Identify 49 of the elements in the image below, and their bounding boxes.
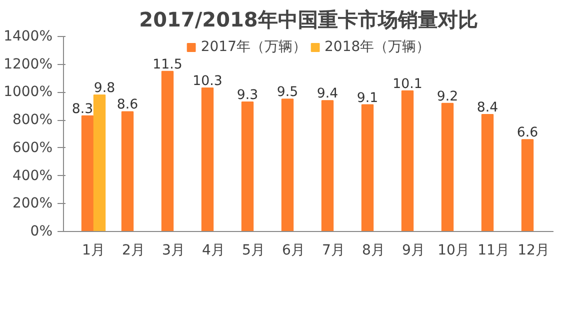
data-label: 6.6 <box>516 126 538 141</box>
bar <box>361 104 374 232</box>
legend-label: 2018年（万辆） <box>324 38 430 56</box>
bar <box>121 111 134 232</box>
data-label: 10.1 <box>392 76 422 92</box>
y-tick-label: 400% <box>12 168 53 184</box>
y-tick-label: 600% <box>12 140 53 156</box>
bar <box>441 102 454 232</box>
bar <box>401 90 414 232</box>
x-tick-label: 1月 <box>82 242 105 258</box>
data-label: 11.5 <box>152 57 182 72</box>
x-tick-label: 3月 <box>162 242 185 258</box>
data-label: 8.4 <box>476 100 498 116</box>
x-tick-label: 8月 <box>362 242 385 258</box>
bar <box>281 98 294 232</box>
x-tick-label: 5月 <box>242 242 265 258</box>
bar <box>161 70 174 232</box>
x-tick-label: 9月 <box>402 242 425 258</box>
x-tick-label: 4月 <box>202 242 225 258</box>
bar <box>241 101 254 232</box>
y-tick-label: 200% <box>12 196 53 212</box>
x-tick-label: 11月 <box>478 242 510 258</box>
data-label: 8.6 <box>116 98 138 113</box>
bar <box>321 100 334 232</box>
data-label: 8.3 <box>72 102 94 117</box>
bar <box>93 94 106 232</box>
data-label: 9.8 <box>94 81 116 96</box>
bar <box>521 139 534 232</box>
y-tick-label: 1000% <box>4 84 53 100</box>
x-tick-label: 6月 <box>282 242 305 258</box>
x-tick-label: 2月 <box>122 242 145 258</box>
y-tick-label: 0% <box>30 224 53 240</box>
data-label: 9.4 <box>316 86 338 102</box>
x-tick-label: 10月 <box>438 242 470 258</box>
x-tick-label: 12月 <box>518 242 550 258</box>
data-label: 9.3 <box>236 88 258 103</box>
bar <box>481 114 494 232</box>
bar <box>201 88 214 232</box>
y-tick-label: 1400% <box>4 28 53 44</box>
data-label: 10.3 <box>192 74 222 90</box>
legend-label: 2017年（万辆） <box>200 38 306 56</box>
x-tick-label: 7月 <box>322 242 345 258</box>
data-label: 9.1 <box>356 90 378 106</box>
y-tick-label: 800% <box>12 112 53 128</box>
y-tick-label: 1200% <box>4 56 53 72</box>
data-label: 9.5 <box>276 85 298 100</box>
data-label: 9.2 <box>436 89 458 104</box>
chart-title: 2017/2018年中国重卡市场销量对比 <box>139 8 478 32</box>
bar <box>81 115 94 232</box>
